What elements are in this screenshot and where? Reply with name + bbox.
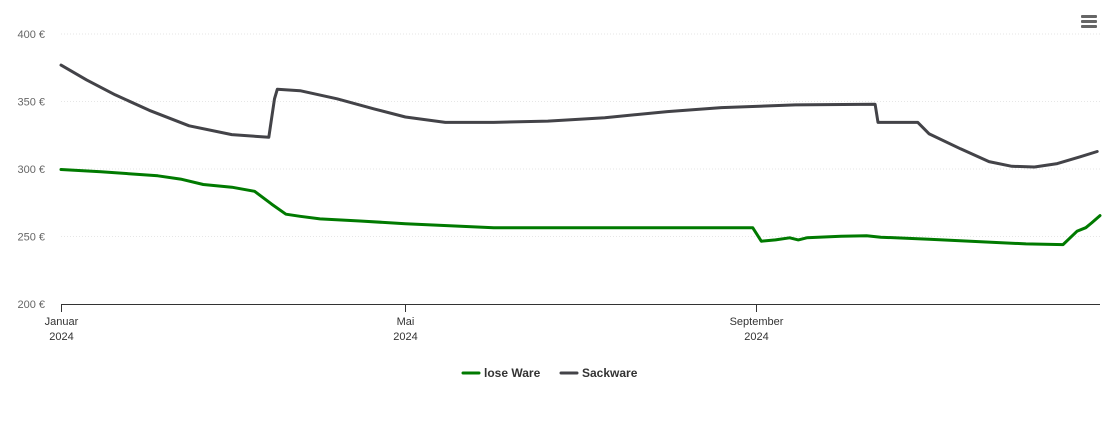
hamburger-menu-icon-bar	[1081, 20, 1097, 23]
series-line-sackware	[59, 63, 1099, 169]
grid-lines	[61, 33, 1100, 237]
y-tick-label: 400 €	[17, 29, 45, 41]
series-lines	[59, 63, 1102, 247]
x-axis: Januar 2024 Mai 2024 September 2024	[45, 304, 1100, 343]
legend-label: lose Ware	[484, 366, 541, 380]
x-tick-year-label: 2024	[49, 331, 73, 343]
x-tick-label: Januar	[45, 316, 79, 328]
x-tick-year-label: 2024	[393, 331, 417, 343]
legend-item[interactable]: lose Ware	[461, 366, 541, 380]
y-tick-label: 200 €	[17, 299, 45, 311]
x-tick-label: Mai	[397, 316, 415, 328]
legend-label: Sackware	[582, 366, 638, 380]
series-line-lose-ware	[59, 168, 1102, 247]
y-axis: 200 € 250 € 300 € 350 € 400 €	[17, 29, 45, 311]
x-tick-year-label: 2024	[744, 331, 768, 343]
legend-item[interactable]: Sackware	[559, 366, 638, 380]
y-tick-label: 250 €	[17, 232, 45, 244]
y-tick-label: 300 €	[17, 164, 45, 176]
chart-menu-button[interactable]	[1076, 10, 1100, 34]
y-tick-label: 350 €	[17, 97, 45, 109]
x-tick-label: September	[730, 316, 784, 328]
hamburger-menu-icon-bar	[1081, 25, 1097, 28]
hamburger-menu-icon	[1081, 15, 1097, 18]
legend[interactable]: lose Ware Sackware	[461, 366, 638, 380]
